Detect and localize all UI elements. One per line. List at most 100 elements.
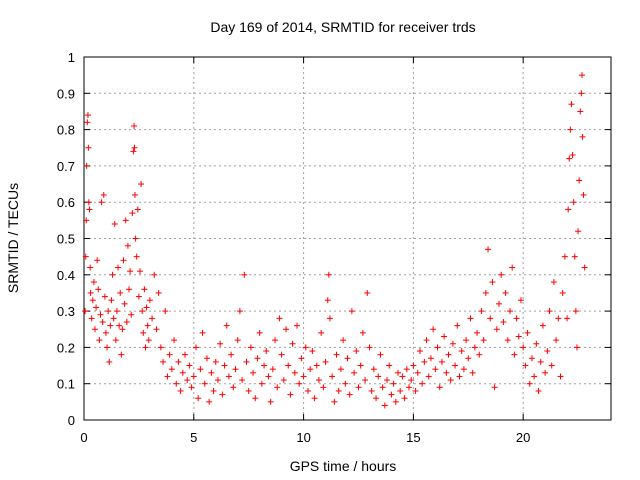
data-point bbox=[309, 348, 316, 355]
data-point bbox=[247, 344, 254, 351]
data-point bbox=[265, 373, 272, 380]
data-point bbox=[559, 289, 566, 296]
data-point bbox=[432, 366, 439, 373]
data-point bbox=[146, 297, 153, 304]
data-point bbox=[104, 344, 111, 351]
data-point bbox=[102, 329, 109, 336]
data-point bbox=[179, 369, 186, 376]
data-point bbox=[454, 322, 461, 329]
data-point bbox=[557, 373, 564, 380]
data-point bbox=[203, 355, 210, 362]
data-point bbox=[87, 289, 94, 296]
data-point bbox=[130, 148, 137, 155]
data-point bbox=[302, 344, 309, 351]
data-point bbox=[124, 242, 131, 249]
data-point bbox=[366, 344, 373, 351]
data-point bbox=[164, 373, 171, 380]
data-point bbox=[579, 72, 586, 79]
data-point bbox=[553, 337, 560, 344]
data-point bbox=[129, 210, 136, 217]
data-point bbox=[298, 355, 305, 362]
data-point bbox=[128, 311, 135, 318]
data-point bbox=[83, 217, 90, 224]
data-point bbox=[195, 395, 202, 402]
data-point bbox=[112, 337, 119, 344]
data-point bbox=[414, 369, 421, 376]
data-point bbox=[241, 271, 248, 278]
data-point bbox=[567, 126, 574, 133]
data-point bbox=[381, 402, 388, 409]
data-point bbox=[443, 369, 450, 376]
data-point bbox=[344, 355, 351, 362]
data-point bbox=[232, 366, 239, 373]
data-point bbox=[201, 380, 208, 387]
data-point bbox=[489, 279, 496, 286]
data-point bbox=[504, 337, 511, 344]
data-point bbox=[107, 322, 114, 329]
x-tick-labels: 0 5 10 15 20 bbox=[80, 430, 530, 445]
data-point bbox=[283, 326, 290, 333]
data-point bbox=[401, 395, 408, 402]
y-tick-label: 0.2 bbox=[57, 340, 75, 355]
data-point bbox=[375, 373, 382, 380]
data-point bbox=[447, 377, 454, 384]
data-point bbox=[123, 318, 130, 325]
data-point bbox=[445, 351, 452, 358]
data-point bbox=[346, 391, 353, 398]
data-point bbox=[438, 358, 445, 365]
data-point bbox=[471, 344, 478, 351]
data-point bbox=[368, 387, 375, 394]
data-point bbox=[210, 387, 217, 394]
data-point bbox=[84, 119, 91, 126]
data-point bbox=[214, 377, 221, 384]
y-tick-label: 0.9 bbox=[57, 86, 75, 101]
data-point bbox=[513, 315, 520, 322]
data-point bbox=[325, 271, 332, 278]
data-point bbox=[436, 384, 443, 391]
data-point bbox=[109, 271, 116, 278]
data-point bbox=[228, 351, 235, 358]
data-point bbox=[184, 377, 191, 384]
data-point bbox=[85, 144, 92, 151]
data-point bbox=[131, 191, 138, 198]
data-point bbox=[565, 206, 572, 213]
data-point bbox=[162, 308, 169, 315]
data-point bbox=[110, 315, 117, 322]
data-point bbox=[221, 362, 228, 369]
data-point bbox=[522, 362, 529, 369]
data-point bbox=[434, 344, 441, 351]
data-point bbox=[379, 384, 386, 391]
data-point bbox=[190, 373, 197, 380]
data-point bbox=[412, 387, 419, 394]
data-point bbox=[267, 398, 274, 405]
y-tick-label: 0.6 bbox=[57, 195, 75, 210]
data-point bbox=[460, 366, 467, 373]
data-point bbox=[96, 337, 103, 344]
data-points bbox=[82, 72, 588, 409]
x-tick-label: 10 bbox=[296, 430, 310, 445]
data-point bbox=[359, 329, 366, 336]
data-point bbox=[239, 377, 246, 384]
data-point bbox=[509, 264, 516, 271]
y-axis-label: SRMTID / TECUs bbox=[5, 183, 21, 293]
data-point bbox=[106, 358, 113, 365]
data-point bbox=[531, 373, 538, 380]
data-point bbox=[144, 322, 151, 329]
data-point bbox=[555, 315, 562, 322]
data-point bbox=[357, 362, 364, 369]
data-point bbox=[278, 351, 285, 358]
data-point bbox=[122, 217, 129, 224]
data-point bbox=[467, 315, 474, 322]
data-point bbox=[476, 351, 483, 358]
data-point bbox=[342, 380, 349, 387]
data-point bbox=[535, 387, 542, 394]
data-point bbox=[82, 308, 89, 315]
y-tick-label: 0.3 bbox=[57, 304, 75, 319]
data-point bbox=[373, 395, 380, 402]
data-point bbox=[463, 337, 470, 344]
data-point bbox=[155, 289, 162, 296]
data-point bbox=[533, 340, 540, 347]
data-point bbox=[362, 377, 369, 384]
data-point bbox=[82, 253, 89, 260]
